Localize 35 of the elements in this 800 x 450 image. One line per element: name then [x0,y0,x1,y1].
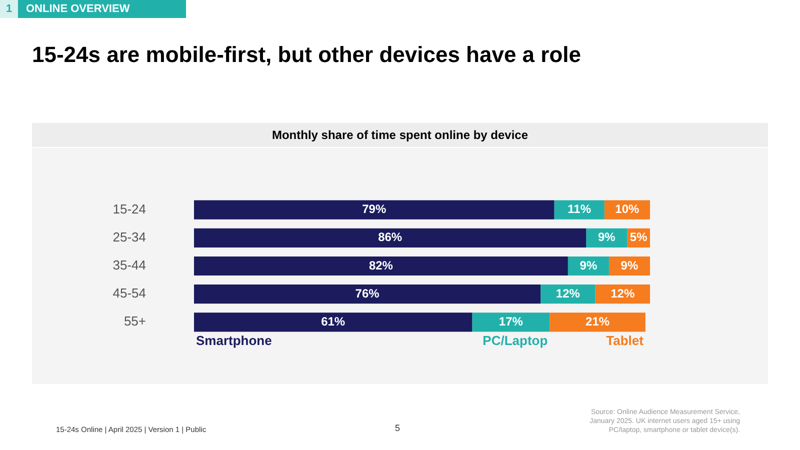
bar [194,200,554,220]
chart-subtitle: Monthly share of time spent online by device [32,123,768,147]
data-label: 5% [630,230,648,244]
series-label: PC/Laptop [482,332,548,348]
y-tick-label: 15-24 [112,201,146,216]
bar [194,256,568,276]
text: ONLINE OVERVIEW [18,0,186,18]
data-label: 12% [556,286,580,300]
chart-title: 15-24s are mobile-first, but other devices have a role [32,42,581,68]
data-label: 21% [586,314,610,328]
bar [550,312,646,332]
data-label: 9% [598,230,616,244]
y-tick-label: 25-34 [112,230,146,244]
bar [194,312,472,332]
text: 1 [0,0,18,18]
data-label: 86% [378,230,402,244]
bar [194,228,586,248]
series-label: Tablet [606,332,644,348]
y-tick-label: 45-54 [112,286,146,301]
data-label: 11% [568,202,592,216]
y-tick-label: 55+ [124,314,146,329]
y-tick-label: 35-44 [112,258,146,273]
data-label: 9% [580,258,598,272]
data-label: 9% [620,258,638,272]
data-label: 82% [368,258,394,272]
data-label: 12% [610,286,635,300]
data-label: 76% [355,286,380,300]
bar [194,284,541,304]
data-label: 79% [362,202,386,216]
bar [472,312,550,332]
data-label: 61% [321,314,346,328]
series-label: Smartphone [196,332,272,348]
data-label: 10% [615,202,640,216]
data-label: 17% [498,314,524,328]
text: 5 [395,423,400,433]
